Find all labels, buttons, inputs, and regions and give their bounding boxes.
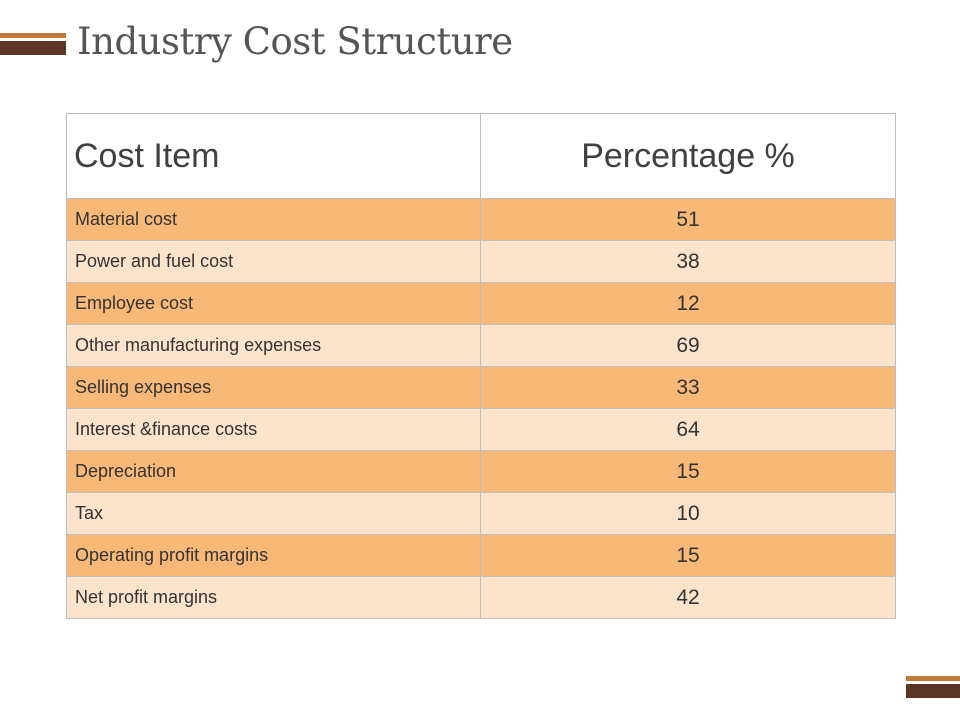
table-row: Interest &finance costs 64 <box>66 408 896 451</box>
accent-stripe-dark <box>906 684 960 698</box>
cost-item-cell: Tax <box>66 492 481 535</box>
percentage-cell: 15 <box>480 450 896 493</box>
table-row: Employee cost 12 <box>66 282 896 325</box>
accent-stripe-light <box>906 676 960 681</box>
table-row: Tax 10 <box>66 492 896 535</box>
table-row: Operating profit margins 15 <box>66 534 896 577</box>
accent-stripe-dark <box>0 41 66 55</box>
percentage-cell: 42 <box>480 576 896 619</box>
title-accent-bar <box>0 33 66 55</box>
cost-item-cell: Other manufacturing expenses <box>66 324 481 367</box>
table-row: Net profit margins 42 <box>66 576 896 619</box>
percentage-cell: 15 <box>480 534 896 577</box>
footer-accent-bar <box>906 676 960 698</box>
percentage-cell: 51 <box>480 198 896 241</box>
table-row: Other manufacturing expenses 69 <box>66 324 896 367</box>
cost-item-cell: Interest &finance costs <box>66 408 481 451</box>
slide-title: Industry Cost Structure <box>77 20 513 63</box>
cost-item-cell: Material cost <box>66 198 481 241</box>
cost-item-cell: Depreciation <box>66 450 481 493</box>
table-row: Material cost 51 <box>66 198 896 241</box>
cost-item-cell: Power and fuel cost <box>66 240 481 283</box>
cost-item-cell: Employee cost <box>66 282 481 325</box>
percentage-cell: 64 <box>480 408 896 451</box>
table-row: Depreciation 15 <box>66 450 896 493</box>
header-cost-item: Cost Item <box>66 113 481 199</box>
cost-item-cell: Net profit margins <box>66 576 481 619</box>
cost-item-cell: Operating profit margins <box>66 534 481 577</box>
cost-item-cell: Selling expenses <box>66 366 481 409</box>
percentage-cell: 69 <box>480 324 896 367</box>
cost-structure-table: Cost Item Percentage % Material cost 51 … <box>66 113 896 619</box>
percentage-cell: 38 <box>480 240 896 283</box>
header-percentage: Percentage % <box>480 113 896 199</box>
table-row: Selling expenses 33 <box>66 366 896 409</box>
percentage-cell: 10 <box>480 492 896 535</box>
accent-stripe-light <box>0 33 66 38</box>
table-row: Power and fuel cost 38 <box>66 240 896 283</box>
percentage-cell: 33 <box>480 366 896 409</box>
table-header-row: Cost Item Percentage % <box>66 113 896 199</box>
percentage-cell: 12 <box>480 282 896 325</box>
